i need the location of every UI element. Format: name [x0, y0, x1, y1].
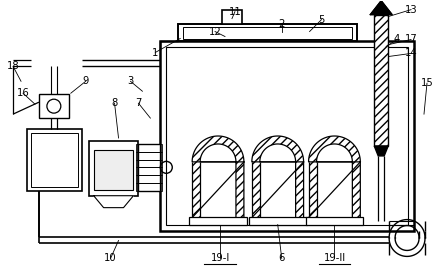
Text: 9: 9 — [82, 76, 89, 86]
Bar — [137, 175, 162, 183]
Bar — [189, 217, 247, 225]
Text: 1: 1 — [152, 48, 159, 59]
Bar — [137, 144, 162, 152]
Text: 6: 6 — [279, 253, 285, 263]
Text: 15: 15 — [421, 78, 433, 88]
Text: 14: 14 — [405, 48, 418, 59]
Bar — [137, 167, 162, 175]
Bar — [192, 162, 200, 217]
Bar — [222, 10, 242, 23]
Text: 3: 3 — [127, 76, 134, 86]
Bar — [374, 15, 388, 146]
Text: 12: 12 — [209, 26, 221, 36]
Bar — [89, 141, 138, 196]
Bar — [252, 162, 260, 217]
Bar — [137, 152, 162, 160]
Text: 17: 17 — [405, 34, 418, 44]
Bar — [160, 41, 414, 230]
Text: 5: 5 — [319, 15, 325, 25]
Bar — [137, 160, 162, 167]
Bar — [27, 129, 82, 191]
Bar — [178, 23, 358, 41]
Text: 18: 18 — [7, 61, 19, 71]
Bar — [249, 217, 306, 225]
Text: 8: 8 — [112, 98, 118, 108]
Polygon shape — [370, 1, 392, 15]
Bar — [138, 144, 160, 191]
Text: 11: 11 — [228, 7, 241, 17]
Text: 19-I: 19-I — [211, 253, 230, 263]
Text: 13: 13 — [405, 5, 418, 15]
Text: 2: 2 — [279, 18, 285, 28]
Bar — [137, 183, 162, 191]
Bar — [309, 162, 317, 217]
Bar — [296, 162, 304, 217]
Polygon shape — [374, 146, 388, 156]
Bar — [166, 47, 408, 225]
Bar — [306, 217, 363, 225]
Text: 19-II: 19-II — [323, 253, 345, 263]
Bar — [183, 26, 352, 39]
Bar — [236, 162, 244, 217]
Bar — [352, 162, 360, 217]
Text: 4: 4 — [394, 34, 400, 44]
Polygon shape — [94, 196, 134, 208]
Text: 7: 7 — [135, 98, 142, 108]
Text: 16: 16 — [17, 88, 30, 98]
Bar — [94, 150, 134, 190]
Text: 10: 10 — [104, 253, 117, 263]
Bar — [31, 133, 78, 187]
Bar — [39, 94, 69, 118]
